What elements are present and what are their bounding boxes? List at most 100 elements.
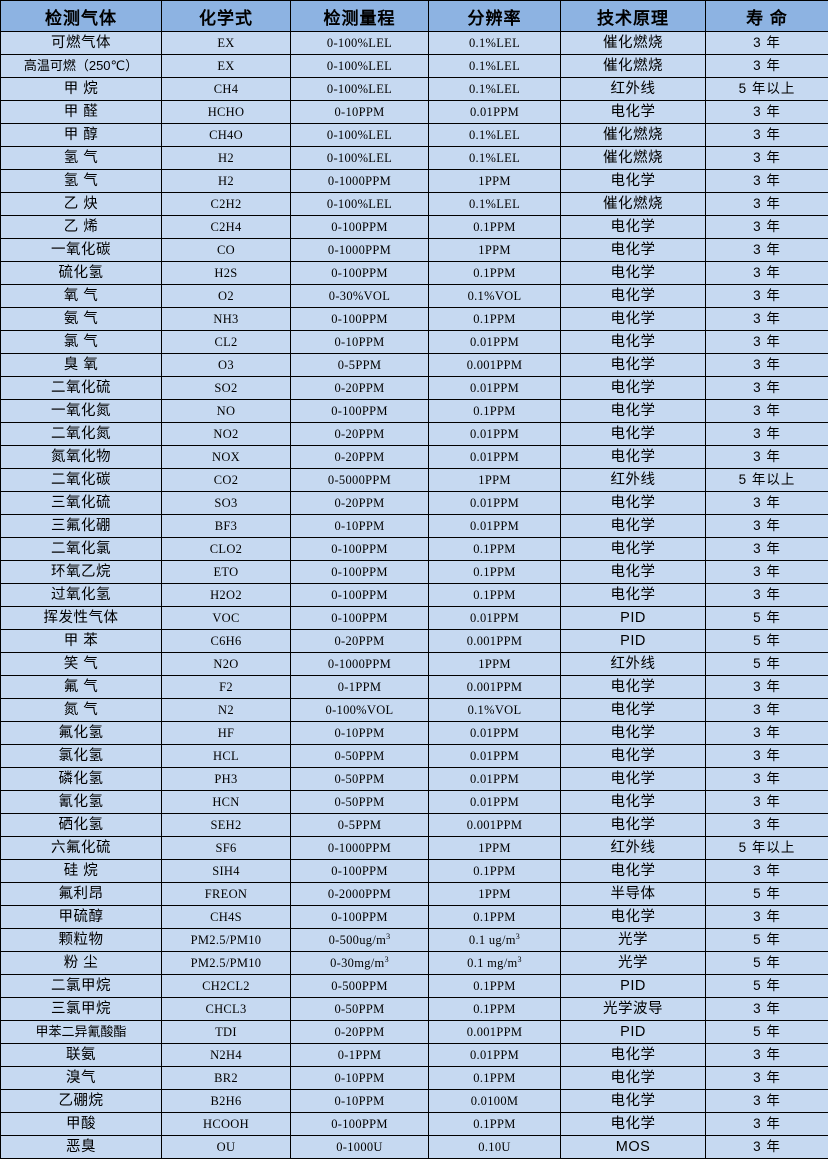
cell-resolution: 1PPM	[429, 469, 561, 492]
cell-chemical-formula: SF6	[162, 837, 291, 860]
cell-detection-range: 0-100PPM	[291, 308, 429, 331]
cell-chemical-formula: NO2	[162, 423, 291, 446]
cell-gas-name: 甲苯二异氰酸酯	[1, 1021, 162, 1044]
cell-lifespan: 3 年	[706, 423, 828, 446]
cell-technical-principle: 半导体	[561, 883, 706, 906]
cell-gas-name: 氧 气	[1, 285, 162, 308]
cell-resolution: 0.01PPM	[429, 722, 561, 745]
cell-resolution: 1PPM	[429, 883, 561, 906]
cell-gas-name: 联氨	[1, 1044, 162, 1067]
cell-resolution: 0.1PPM	[429, 975, 561, 998]
cell-lifespan: 3 年	[706, 147, 828, 170]
cell-gas-name: 二氧化氮	[1, 423, 162, 446]
cell-detection-range: 0-50PPM	[291, 791, 429, 814]
cell-detection-range: 0-100PPM	[291, 538, 429, 561]
cell-chemical-formula: CO2	[162, 469, 291, 492]
cell-technical-principle: 电化学	[561, 745, 706, 768]
cell-resolution: 1PPM	[429, 837, 561, 860]
cell-resolution: 1PPM	[429, 170, 561, 193]
cell-chemical-formula: O3	[162, 354, 291, 377]
cell-lifespan: 3 年	[706, 1090, 828, 1113]
cell-resolution: 0.1PPM	[429, 400, 561, 423]
cell-chemical-formula: NO	[162, 400, 291, 423]
cell-lifespan: 3 年	[706, 285, 828, 308]
cell-detection-range: 0-100PPM	[291, 216, 429, 239]
cell-technical-principle: 电化学	[561, 791, 706, 814]
cell-gas-name: 甲酸	[1, 1113, 162, 1136]
cell-chemical-formula: SIH4	[162, 860, 291, 883]
cell-detection-range: 0-10PPM	[291, 722, 429, 745]
cell-gas-name: 二氯甲烷	[1, 975, 162, 998]
cell-resolution: 0.01PPM	[429, 331, 561, 354]
cell-lifespan: 3 年	[706, 699, 828, 722]
cell-gas-name: 一氧化碳	[1, 239, 162, 262]
cell-chemical-formula: C6H6	[162, 630, 291, 653]
cell-gas-name: 氰化氢	[1, 791, 162, 814]
cell-lifespan: 3 年	[706, 308, 828, 331]
cell-resolution: 0.01PPM	[429, 768, 561, 791]
cell-technical-principle: 催化燃烧	[561, 32, 706, 55]
cell-detection-range: 0-100PPM	[291, 860, 429, 883]
cell-gas-name: 乙 烯	[1, 216, 162, 239]
cell-lifespan: 3 年	[706, 101, 828, 124]
cell-chemical-formula: CH4S	[162, 906, 291, 929]
column-header-chemical-formula: 化学式	[162, 1, 291, 32]
cell-resolution: 0.1PPM	[429, 308, 561, 331]
cell-detection-range: 0-50PPM	[291, 768, 429, 791]
cell-detection-range: 0-100PPM	[291, 906, 429, 929]
cell-detection-range: 0-1000U	[291, 1136, 429, 1159]
cell-chemical-formula: B2H6	[162, 1090, 291, 1113]
cell-chemical-formula: BR2	[162, 1067, 291, 1090]
cell-resolution: 0.1%LEL	[429, 78, 561, 101]
cell-technical-principle: 光学	[561, 952, 706, 975]
cell-lifespan: 3 年	[706, 584, 828, 607]
cell-chemical-formula: H2	[162, 147, 291, 170]
cell-resolution: 0.1%LEL	[429, 193, 561, 216]
cell-lifespan: 5 年以上	[706, 78, 828, 101]
cell-chemical-formula: ETO	[162, 561, 291, 584]
cell-detection-range: 0-100%VOL	[291, 699, 429, 722]
cell-technical-principle: 电化学	[561, 239, 706, 262]
cell-gas-name: 硫化氢	[1, 262, 162, 285]
cell-detection-range: 0-10PPM	[291, 1090, 429, 1113]
cell-gas-name: 二氧化碳	[1, 469, 162, 492]
cell-technical-principle: 电化学	[561, 699, 706, 722]
cell-lifespan: 3 年	[706, 55, 828, 78]
cell-chemical-formula: TDI	[162, 1021, 291, 1044]
cell-resolution: 0.01PPM	[429, 515, 561, 538]
cell-technical-principle: 电化学	[561, 285, 706, 308]
cell-lifespan: 5 年以上	[706, 469, 828, 492]
cell-gas-name: 三氟化硼	[1, 515, 162, 538]
cell-lifespan: 5 年	[706, 630, 828, 653]
cell-detection-range: 0-100%LEL	[291, 124, 429, 147]
cell-chemical-formula: H2	[162, 170, 291, 193]
cell-detection-range: 0-1000PPM	[291, 837, 429, 860]
column-header-gas-name: 检测气体	[1, 1, 162, 32]
cell-technical-principle: 电化学	[561, 492, 706, 515]
cell-technical-principle: 电化学	[561, 446, 706, 469]
cell-detection-range: 0-100PPM	[291, 584, 429, 607]
cell-chemical-formula: HCOOH	[162, 1113, 291, 1136]
cell-lifespan: 3 年	[706, 768, 828, 791]
cell-lifespan: 3 年	[706, 1113, 828, 1136]
cell-chemical-formula: PM2.5/PM10	[162, 952, 291, 975]
header-row: 检测气体 化学式 检测量程 分辨率 技术原理 寿 命	[1, 1, 828, 32]
cell-technical-principle: 电化学	[561, 722, 706, 745]
cell-resolution: 0.1PPM	[429, 216, 561, 239]
cell-detection-range: 0-100PPM	[291, 400, 429, 423]
cell-lifespan: 5 年以上	[706, 837, 828, 860]
